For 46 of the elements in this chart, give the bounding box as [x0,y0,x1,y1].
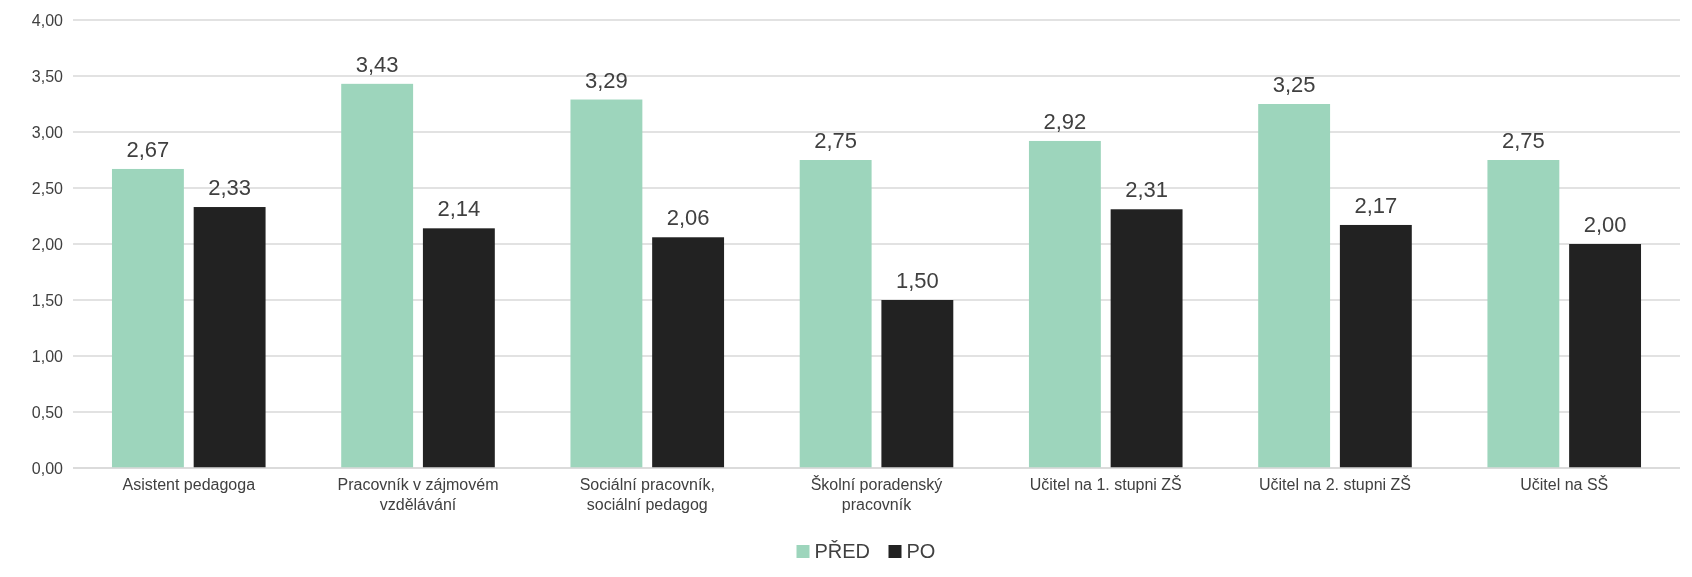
y-tick-label: 2,00 [31,235,64,253]
bar [652,237,725,468]
data-label: 1,50 [895,268,939,293]
data-label: 3,25 [1272,72,1316,97]
y-tick-label: 0,50 [31,403,64,421]
x-tick-label: Školní poradenský pracovník [810,475,943,513]
x-tick-label: Pracovník v zájmovém vzdělávání [337,476,499,513]
y-tick-label: 3,00 [31,123,64,141]
data-label: 2,06 [666,205,710,231]
bar [1258,104,1331,468]
y-tick-label: 4,00 [31,11,64,29]
bar [570,99,643,468]
legend-label: PŘED [814,540,871,562]
bar [193,207,266,468]
data-label: 2,17 [1354,192,1398,218]
bar [1487,160,1560,468]
y-tick-label: 1,00 [31,347,64,365]
data-label: 2,00 [1583,212,1627,237]
data-label: 2,92 [1043,108,1087,134]
bar [422,228,495,468]
legend-label: PO [906,540,936,562]
y-tick-label: 2,50 [31,179,64,197]
x-tick-label: Učitel na 2. stupni ZŠ [1258,475,1412,493]
data-label: 3,43 [355,51,399,77]
bar [1028,140,1101,468]
data-label: 2,33 [208,175,252,201]
data-label: 2,75 [1501,128,1545,153]
data-label: 2,31 [1125,177,1169,203]
y-tick-label: 3,50 [31,67,64,85]
x-tick-label: Sociální pracovník, sociální pedagog [579,476,715,513]
bar [1110,209,1183,468]
bar [341,83,414,468]
x-tick-label: Učitel na SŠ [1520,475,1609,493]
x-tick-label: Učitel na 1. stupni ZŠ [1029,475,1182,493]
bar [881,300,954,468]
y-tick-label: 0,00 [31,459,64,477]
data-label: 2,67 [126,136,170,162]
bar [111,168,184,468]
bar [1569,244,1642,468]
data-label: 3,29 [584,67,628,93]
bar [1339,224,1412,468]
bar [799,160,872,468]
y-tick-label: 1,50 [31,291,64,309]
x-tick-label: Asistent pedagoga [122,476,256,493]
data-label: 2,14 [437,196,481,222]
data-label: 2,75 [814,128,858,153]
